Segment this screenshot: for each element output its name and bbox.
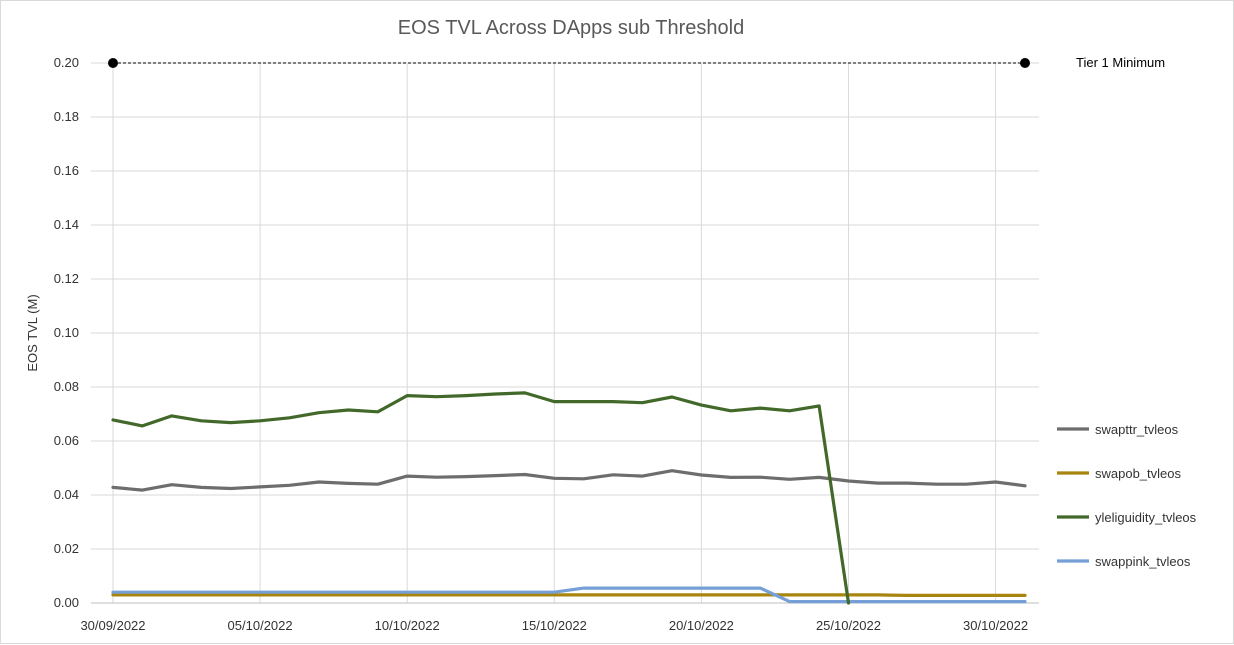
threshold-annotation: Tier 1 Minimum	[108, 55, 1165, 70]
y-tick-label: 0.06	[54, 433, 79, 448]
x-axis-ticks: 30/09/2022 05/10/2022 10/10/2022 15/10/2022…	[80, 618, 1028, 633]
series-line-swapob_tvleos	[111, 593, 1027, 598]
x-tick-label: 10/10/2022	[375, 618, 440, 633]
x-tick-label: 05/10/2022	[228, 618, 293, 633]
y-tick-label: 0.18	[54, 109, 79, 124]
x-tick-label: 15/10/2022	[522, 618, 587, 633]
x-tick-label: 30/09/2022	[80, 618, 145, 633]
y-tick-label: 0.12	[54, 271, 79, 286]
gridlines	[91, 62, 1039, 604]
y-tick-label: 0.14	[54, 217, 79, 232]
legend: swapttr_tvleos swapob_tvleos yleliguidity_…	[1057, 422, 1197, 569]
x-tick-label: 20/10/2022	[669, 618, 734, 633]
series-line-swappink_tvleos	[111, 586, 1027, 604]
series-line-swapttr_tvleos	[111, 469, 1027, 492]
y-tick-label: 0.16	[54, 163, 79, 178]
legend-label-swappink_tvleos: swappink_tvleos	[1095, 554, 1191, 569]
legend-label-yleliguidity_tvleos: yleliguidity_tvleos	[1095, 510, 1197, 525]
y-tick-label: 0.20	[54, 55, 79, 70]
series-line-yleliguidity_tvleos	[111, 391, 851, 605]
threshold-marker-end	[1020, 58, 1030, 68]
y-tick-label: 0.00	[54, 595, 79, 610]
threshold-marker-start	[108, 58, 118, 68]
legend-label-swapttr_tvleos: swapttr_tvleos	[1095, 422, 1179, 437]
x-tick-label: 30/10/2022	[963, 618, 1028, 633]
y-axis-ticks: 0.00 0.02 0.04 0.06 0.08 0.10 0.12 0.14 0.16 0.18…	[54, 55, 79, 610]
x-tick-label: 25/10/2022	[816, 618, 881, 633]
y-tick-label: 0.04	[54, 487, 79, 502]
y-tick-label: 0.10	[54, 325, 79, 340]
y-tick-label: 0.02	[54, 541, 79, 556]
y-tick-label: 0.08	[54, 379, 79, 394]
series-lines	[111, 391, 1027, 605]
chart-title: EOS TVL Across DApps sub Threshold	[398, 17, 744, 39]
threshold-label: Tier 1 Minimum	[1076, 55, 1165, 70]
y-axis-title: EOS TVL (M)	[25, 294, 40, 371]
legend-label-swapob_tvleos: swapob_tvleos	[1095, 466, 1181, 481]
